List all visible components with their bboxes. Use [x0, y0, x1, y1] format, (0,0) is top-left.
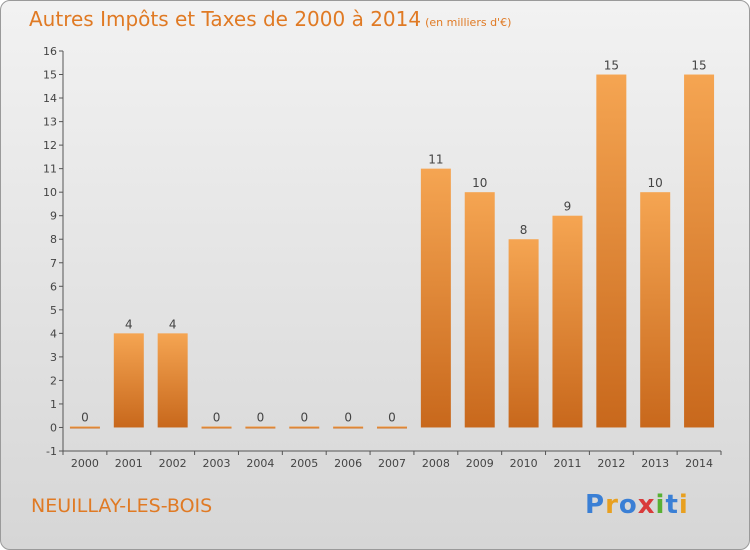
bar — [157, 333, 188, 428]
y-tick-label: -1 — [46, 445, 57, 458]
y-tick-label: 1 — [50, 398, 57, 411]
data-label: 15 — [691, 59, 706, 73]
y-tick-label: 8 — [50, 233, 57, 246]
data-label: 4 — [169, 317, 177, 331]
y-tick-label: 11 — [43, 163, 57, 176]
y-tick-label: 13 — [43, 116, 57, 129]
bar — [420, 168, 451, 428]
bar — [552, 215, 583, 428]
y-tick-label: 10 — [43, 186, 57, 199]
data-label: 11 — [428, 153, 443, 167]
y-tick-label: 2 — [50, 374, 57, 387]
chart-title: Autres Impôts et Taxes de 2000 à 2014 (en… — [29, 7, 511, 31]
x-tick-label: 2003 — [203, 457, 231, 470]
y-tick-label: 14 — [43, 92, 57, 105]
logo-letter: x — [637, 490, 656, 520]
bar — [201, 426, 232, 429]
data-label: 15 — [604, 59, 619, 73]
x-tick-label: 2013 — [641, 457, 669, 470]
y-tick-label: 16 — [43, 45, 57, 58]
bar — [640, 192, 671, 428]
x-tick-label: 2000 — [71, 457, 99, 470]
bar — [596, 74, 627, 428]
y-tick-label: 6 — [50, 280, 57, 293]
logo-letter: t — [665, 490, 679, 520]
x-tick-label: 2005 — [290, 457, 318, 470]
data-label: 0 — [81, 410, 89, 424]
y-tick-label: 5 — [50, 304, 57, 317]
data-label: 10 — [472, 176, 487, 190]
x-tick-label: 2014 — [685, 457, 713, 470]
data-label: 4 — [125, 317, 133, 331]
bar — [464, 192, 495, 428]
y-tick-label: 7 — [50, 257, 57, 270]
x-tick-label: 2009 — [466, 457, 494, 470]
data-label: 0 — [257, 410, 265, 424]
x-tick-label: 2006 — [334, 457, 362, 470]
bar — [289, 426, 320, 429]
data-label: 9 — [564, 200, 572, 214]
x-tick-label: 2012 — [597, 457, 625, 470]
y-tick-label: 12 — [43, 139, 57, 152]
bar — [333, 426, 364, 429]
logo-letter: i — [655, 490, 666, 520]
data-label: 8 — [520, 223, 528, 237]
x-tick-label: 2011 — [553, 457, 581, 470]
chart-title-text: Autres Impôts et Taxes de 2000 à 2014 — [29, 7, 422, 31]
y-tick-label: 15 — [43, 69, 57, 82]
bar — [113, 333, 144, 428]
bar — [377, 426, 407, 429]
data-label: 10 — [648, 176, 663, 190]
logo-letter: o — [618, 490, 638, 520]
logo-letter: r — [605, 490, 619, 520]
x-tick-label: 2007 — [378, 457, 406, 470]
y-tick-label: 9 — [50, 210, 57, 223]
x-tick-label: 2008 — [422, 457, 450, 470]
y-tick-label: 4 — [50, 327, 57, 340]
data-label: 0 — [300, 410, 308, 424]
y-tick-label: 3 — [50, 351, 57, 364]
logo-letter: i — [678, 490, 689, 520]
commune-name: NEUILLAY-LES-BOIS — [31, 495, 213, 517]
bar — [245, 426, 276, 429]
x-tick-label: 2010 — [510, 457, 538, 470]
y-tick-label: 0 — [50, 421, 57, 434]
bar — [508, 239, 539, 428]
x-tick-label: 2001 — [115, 457, 143, 470]
data-label: 0 — [388, 410, 396, 424]
proxiti-logo: Proxiti — [585, 490, 689, 520]
bar — [69, 426, 100, 429]
bar — [684, 74, 715, 428]
logo-letter: P — [585, 490, 606, 520]
x-tick-label: 2004 — [246, 457, 274, 470]
data-label: 0 — [213, 410, 221, 424]
chart-subtitle: (en milliers d'€) — [425, 16, 512, 29]
x-tick-label: 2002 — [159, 457, 187, 470]
data-label: 0 — [344, 410, 352, 424]
